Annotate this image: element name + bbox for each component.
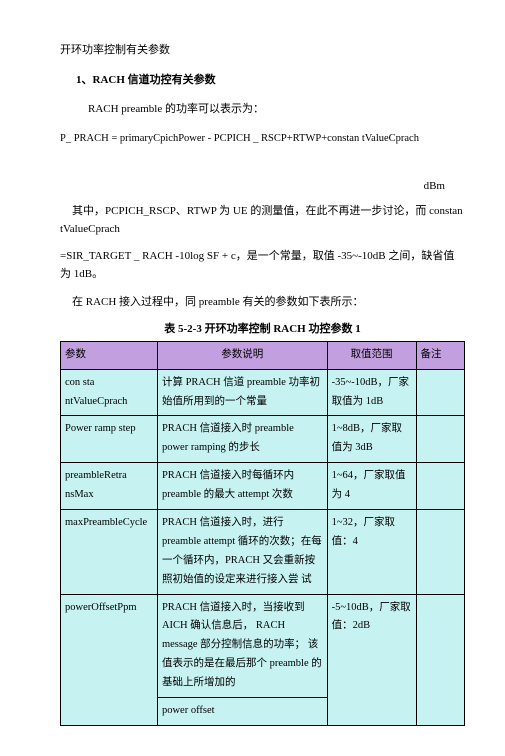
parameter-table: 参数参数说明取值范围备注 con sta ntValueCprach计算 PRA…	[60, 341, 465, 726]
table-cell	[416, 509, 465, 594]
table-row: con sta ntValueCprach计算 PRACH 信道 preambl…	[61, 369, 465, 416]
body-line: RACH preamble 的功率可以表示为：	[60, 101, 465, 119]
table-header-cell: 参数	[61, 341, 158, 369]
table-cell: PRACH 信道接入时，当接收到 AICH 确认信息后， RACH messag…	[157, 594, 327, 697]
body-paragraph: 其中，PCPICH_RSCP、RTWP 为 UE 的测量值，在此不再进一步讨论，…	[60, 203, 465, 238]
table-cell: 1~64，厂家取值为 4	[327, 463, 416, 510]
table-cell: -5~10dB，厂家取值：2dB	[327, 594, 416, 725]
formula-line: P_ PRACH = primaryCpichPower - PCPICH _ …	[60, 131, 465, 148]
table-cell	[416, 369, 465, 416]
table-row: Power ramp step PRACH 信道接入时 preamble pow…	[61, 416, 465, 463]
body-paragraph: =SIR_TARGET _ RACH -10log SF + c，是一个常量，取…	[60, 248, 465, 283]
table-body: con sta ntValueCprach计算 PRACH 信道 preambl…	[61, 369, 465, 725]
table-cell	[416, 463, 465, 510]
table-header-row: 参数参数说明取值范围备注	[61, 341, 465, 369]
subsection-heading: 1、RACH 信道功控有关参数	[60, 72, 465, 90]
table-header-cell: 取值范围	[327, 341, 416, 369]
table-cell: con sta ntValueCprach	[61, 369, 158, 416]
table-cell	[416, 594, 465, 725]
table-header-cell: 参数说明	[157, 341, 327, 369]
table-cell: 1~8dB，厂家取值为 3dB	[327, 416, 416, 463]
document-page: 开环功率控制有关参数 1、RACH 信道功控有关参数 RACH preamble…	[0, 0, 505, 756]
table-cell: powerOffsetPpm	[61, 594, 158, 725]
table-caption: 表 5-2-3 开环功率控制 RACH 功控参数 1	[60, 321, 465, 339]
section-heading: 开环功率控制有关参数	[60, 42, 465, 60]
table-cell: 计算 PRACH 信道 preamble 功率初始值所用到的一个常量	[157, 369, 327, 416]
table-row: preambleRetra nsMax PRACH 信道接入时每循环内 prea…	[61, 463, 465, 510]
table-row: powerOffsetPpmPRACH 信道接入时，当接收到 AICH 确认信息…	[61, 594, 465, 697]
table-cell: 1~32，厂家取值：4	[327, 509, 416, 594]
table-cell: -35~-10dB，厂家取值为 1dB	[327, 369, 416, 416]
table-cell: PRACH 信道接入时，进行 preamble attempt 循环的次数；在每…	[157, 509, 327, 594]
unit-label: dBm	[60, 178, 465, 196]
table-cell: maxPreambleCycle	[61, 509, 158, 594]
body-paragraph: 在 RACH 接入过程中，同 preamble 有关的参数如下表所示：	[60, 294, 465, 312]
table-cell: Power ramp step	[61, 416, 158, 463]
table-cell	[416, 416, 465, 463]
table-cell: PRACH 信道接入时每循环内 preamble 的最大 attempt 次数	[157, 463, 327, 510]
table-cell: preambleRetra nsMax	[61, 463, 158, 510]
table-header-cell: 备注	[416, 341, 465, 369]
table-cell: PRACH 信道接入时 preamble power ramping 的步长	[157, 416, 327, 463]
table-cell: power offset	[157, 697, 327, 725]
table-row: maxPreambleCycle PRACH 信道接入时，进行 preamble…	[61, 509, 465, 594]
